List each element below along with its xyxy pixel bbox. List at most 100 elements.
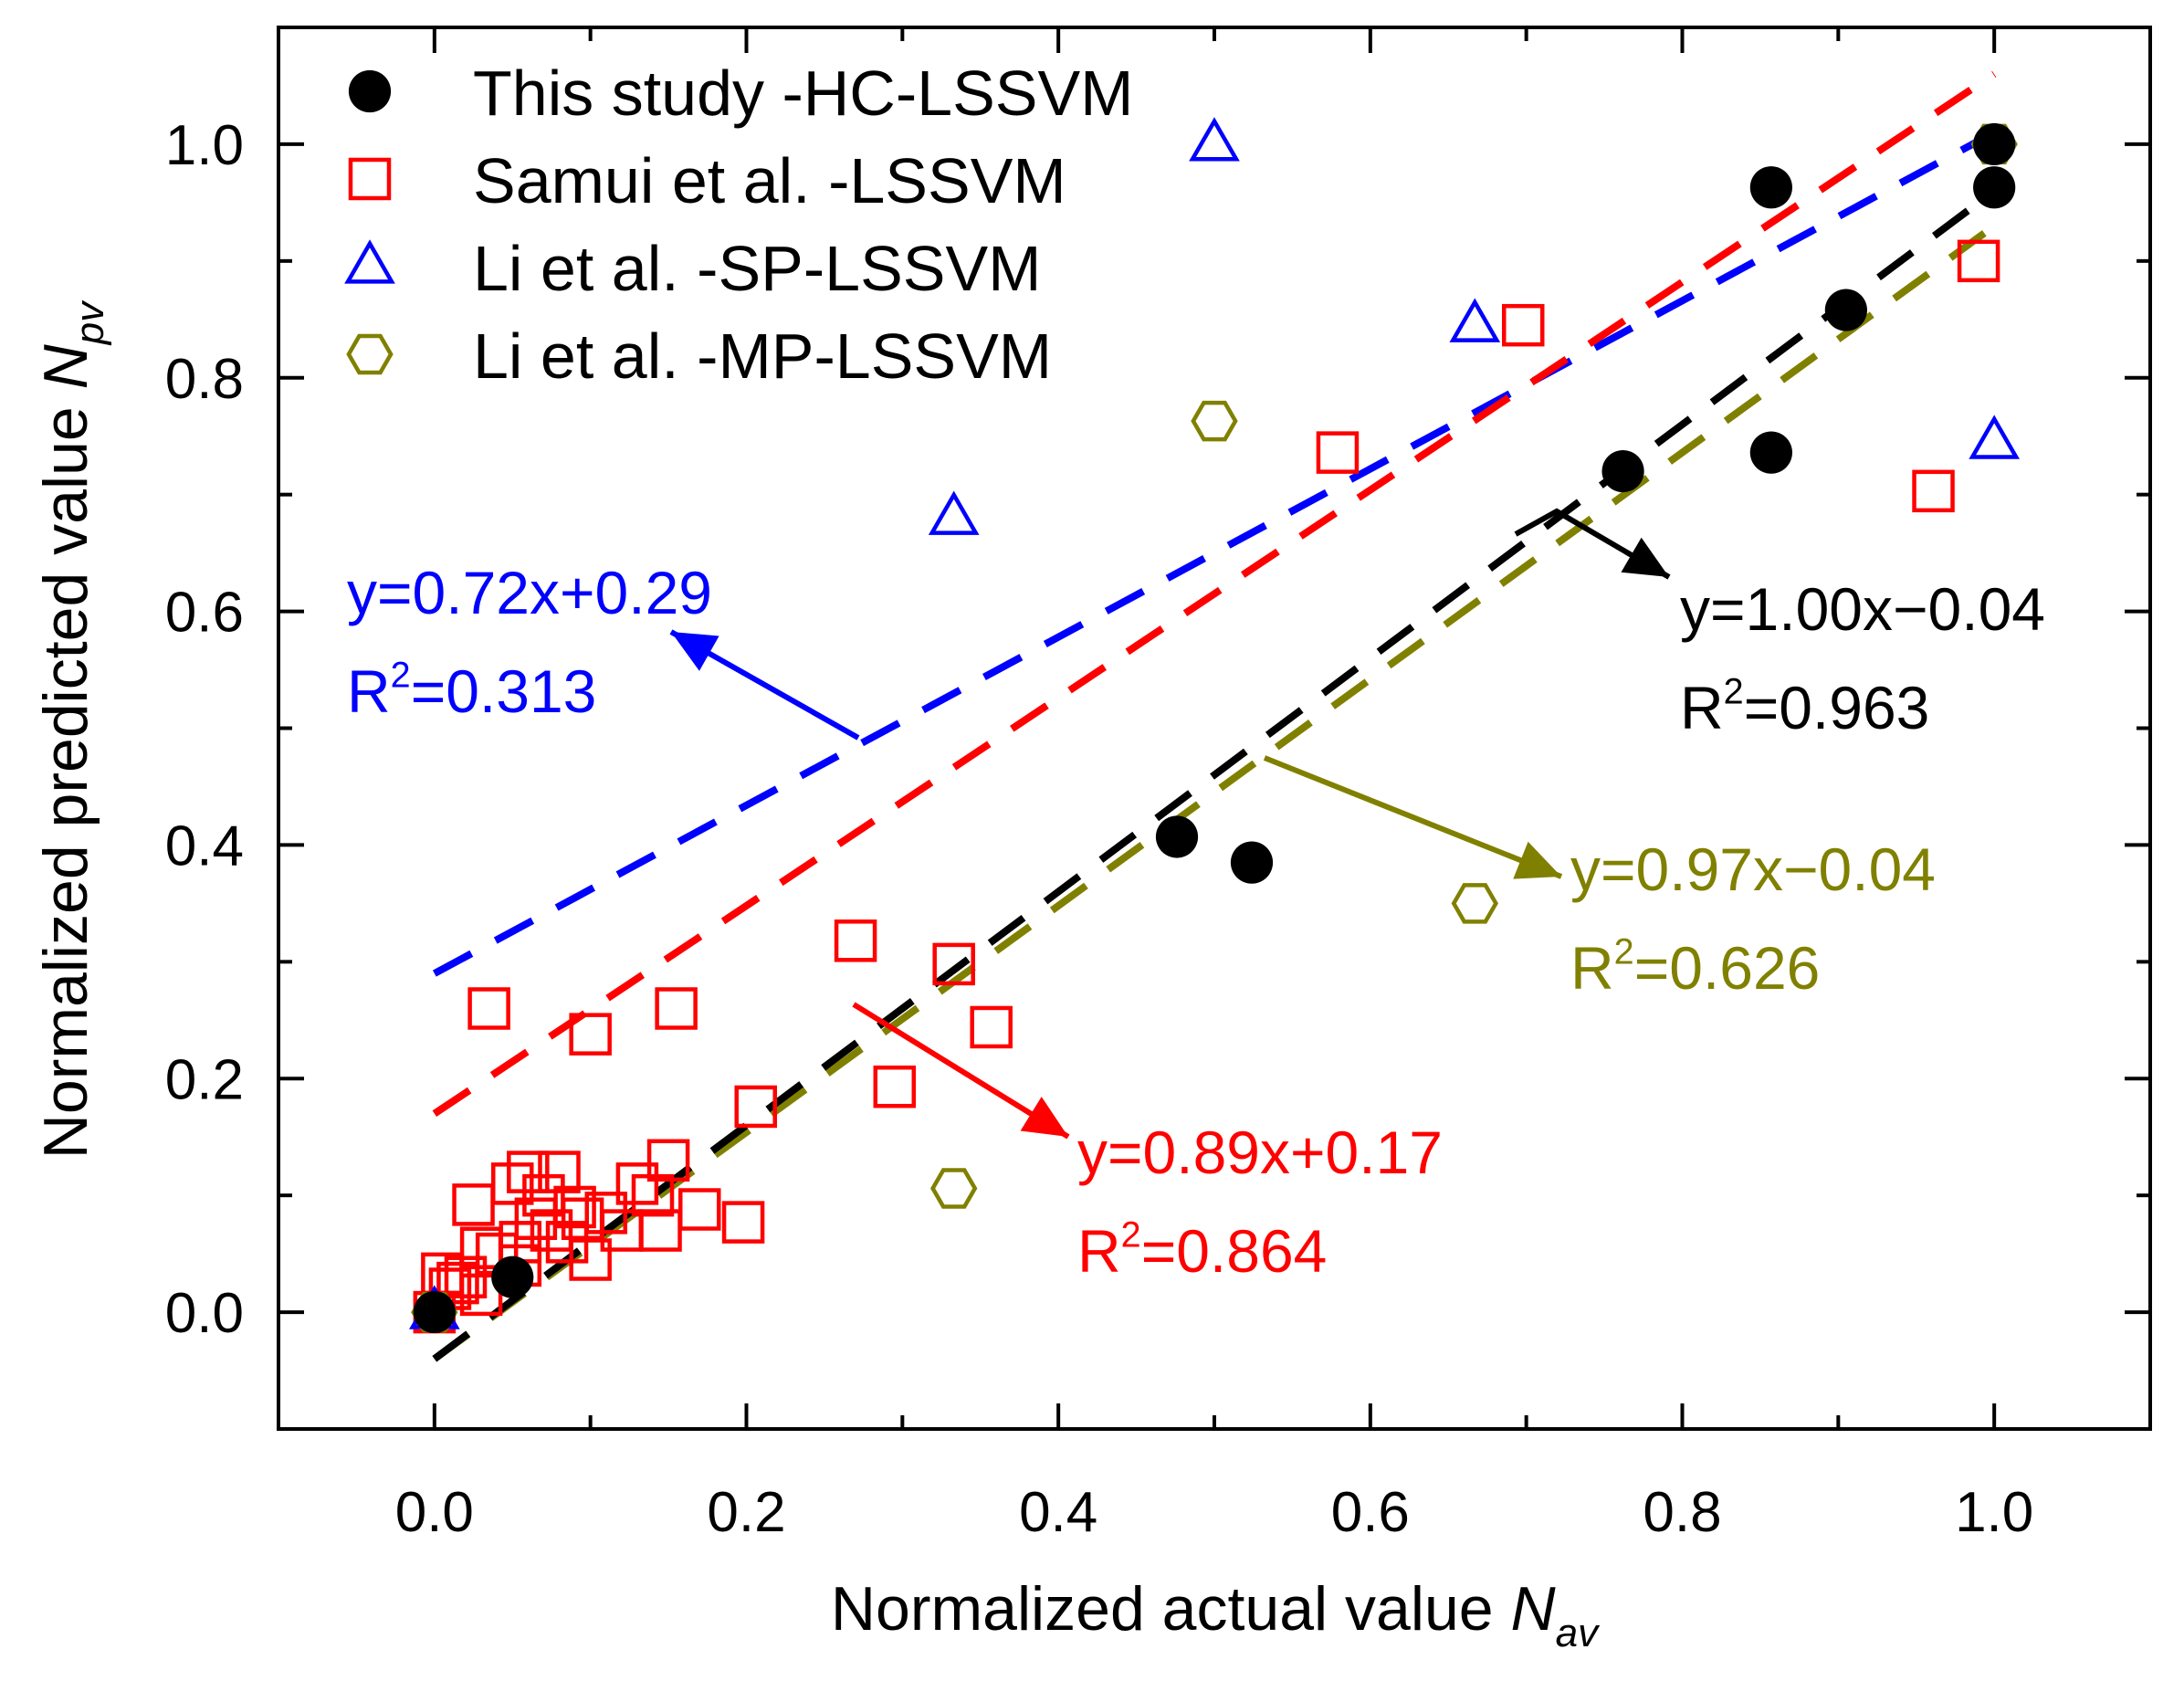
legend-label-2: Li et al. -SP-LSSVM [473,233,1041,304]
data-point-series-1 [615,1162,659,1205]
data-point-series-1 [553,1185,596,1229]
data-point-series-0 [1230,841,1274,884]
data-point-series-3 [1451,883,1498,924]
data-point-series-1 [1502,303,1545,347]
data-point-series-0 [1824,289,1867,331]
x-tick-label: 0.8 [1643,1481,1721,1544]
data-point-series-1 [436,1261,479,1305]
data-point-series-1 [569,1013,612,1056]
data-point-series-0 [1155,815,1199,858]
r2-superscript: 2 [1724,671,1744,711]
y-tick-label: 0.4 [165,814,244,877]
x-axis-label-part: Normalized actual value [831,1574,1511,1644]
data-point-series-1 [452,1183,495,1226]
data-points-layer [409,117,2020,1334]
fit-arrowhead-3 [1513,841,1561,879]
data-point-series-1 [932,942,975,986]
fit-r2-3: R2=0.626 [1570,931,1820,1002]
x-tick-label: 0.2 [707,1481,785,1544]
data-point-series-0 [1973,166,2016,209]
fit-lines-layer [432,70,1997,1362]
data-point-series-1 [631,1173,675,1217]
r2-superscript: 2 [391,655,411,695]
fit-arrowhead-1 [1020,1097,1068,1137]
r2-letter: R [1570,934,1614,1002]
legend-marker-3 [346,333,394,375]
x-tick-label: 0.0 [395,1481,474,1544]
data-point-series-1 [569,1238,612,1281]
data-point-series-1 [1316,431,1360,474]
data-point-series-1 [491,1162,534,1205]
data-point-series-2 [928,490,980,535]
y-axis-label-part: pv [68,299,112,346]
data-point-series-0 [1749,431,1792,474]
data-point-series-1 [538,1150,581,1193]
y-tick-label: 0.2 [165,1048,244,1111]
data-point-series-1 [522,1173,565,1217]
data-point-series-2 [1969,415,2020,459]
r2-value: =0.963 [1744,674,1930,741]
fit-equation-1: y=0.89x+0.17 [1077,1119,1443,1186]
y-tick-label: 1.0 [165,114,244,177]
legend-marker-1 [348,157,392,201]
fit-r2-1: R2=0.864 [1077,1214,1327,1285]
fit-line-series-3 [432,223,1997,1362]
data-point-series-1 [467,987,510,1030]
x-tick-label: 0.6 [1331,1481,1410,1544]
y-axis-label: Normalized predicted value Npv [31,299,112,1159]
data-point-series-1 [459,1273,503,1317]
legend-label-3: Li et al. -MP-LSSVM [473,320,1052,392]
r2-value: =0.313 [411,657,597,725]
data-point-series-1 [734,1085,777,1129]
legend-marker-2 [344,239,395,284]
data-point-series-3 [1191,400,1238,442]
data-point-series-0 [1973,122,2016,166]
y-tick-label: 0.0 [165,1282,244,1345]
annotations-layer: y=1.00x−0.04R2=0.963y=0.72x+0.29R2=0.313… [347,508,2045,1285]
legend-label-0: This study -HC-LSSVM [473,58,1133,129]
data-point-series-1 [639,1209,682,1252]
data-point-series-1 [678,1188,721,1231]
y-axis-label-part: Normalized predicted value [31,389,100,1159]
data-point-series-1 [873,1065,917,1108]
x-axis-label: Normalized actual value Nav [831,1574,1601,1655]
legend-marker-0 [348,69,392,113]
y-axis-label-part: N [31,343,100,389]
fit-arrow-3 [1263,755,1563,879]
axis-labels-layer: Normalized actual value Nav Normalized pr… [31,299,1601,1655]
y-tick-label: 0.8 [165,348,244,411]
fit-equation-3: y=0.97x−0.04 [1570,835,1936,903]
fit-r2-2: R2=0.313 [347,655,596,725]
fit-arrowhead-2 [671,632,719,671]
fit-arrowhead-0 [1621,537,1669,577]
r2-superscript: 2 [1121,1214,1141,1255]
data-point-series-2 [1189,117,1240,162]
data-point-series-3 [930,1168,978,1209]
fit-equation-2: y=0.72x+0.29 [347,559,712,626]
fit-line-series-0 [432,187,1997,1362]
x-tick-label: 0.4 [1019,1481,1097,1544]
x-axis-label-part: av [1556,1611,1601,1655]
r2-value: =0.626 [1634,934,1821,1002]
axes-layer: 0.0 0.2 0.4 0.6 0.8 1.0 0.0 0.2 0.4 0.6 0.8 1.0 [165,26,2152,1544]
data-point-series-1 [655,987,698,1030]
data-point-series-2 [1449,298,1501,342]
x-tick-label: 1.0 [1955,1481,2033,1544]
data-point-series-0 [413,1290,456,1334]
fit-line-series-2 [432,129,1997,977]
data-point-series-1 [721,1201,765,1244]
r2-letter: R [1077,1217,1121,1285]
data-point-series-1 [646,1139,690,1182]
legend-label-1: Samui et al. -LSSVM [473,145,1066,216]
data-point-series-0 [1749,166,1792,209]
data-point-series-1 [530,1209,573,1252]
data-point-series-0 [491,1255,534,1298]
x-axis-label-part: N [1511,1574,1557,1644]
r2-letter: R [347,657,391,725]
fit-equation-0: y=1.00x−0.04 [1680,575,2045,643]
y-tick-label: 0.6 [165,582,244,645]
fit-line-series-1 [432,70,1997,1117]
fit-r2-0: R2=0.963 [1680,671,1929,741]
